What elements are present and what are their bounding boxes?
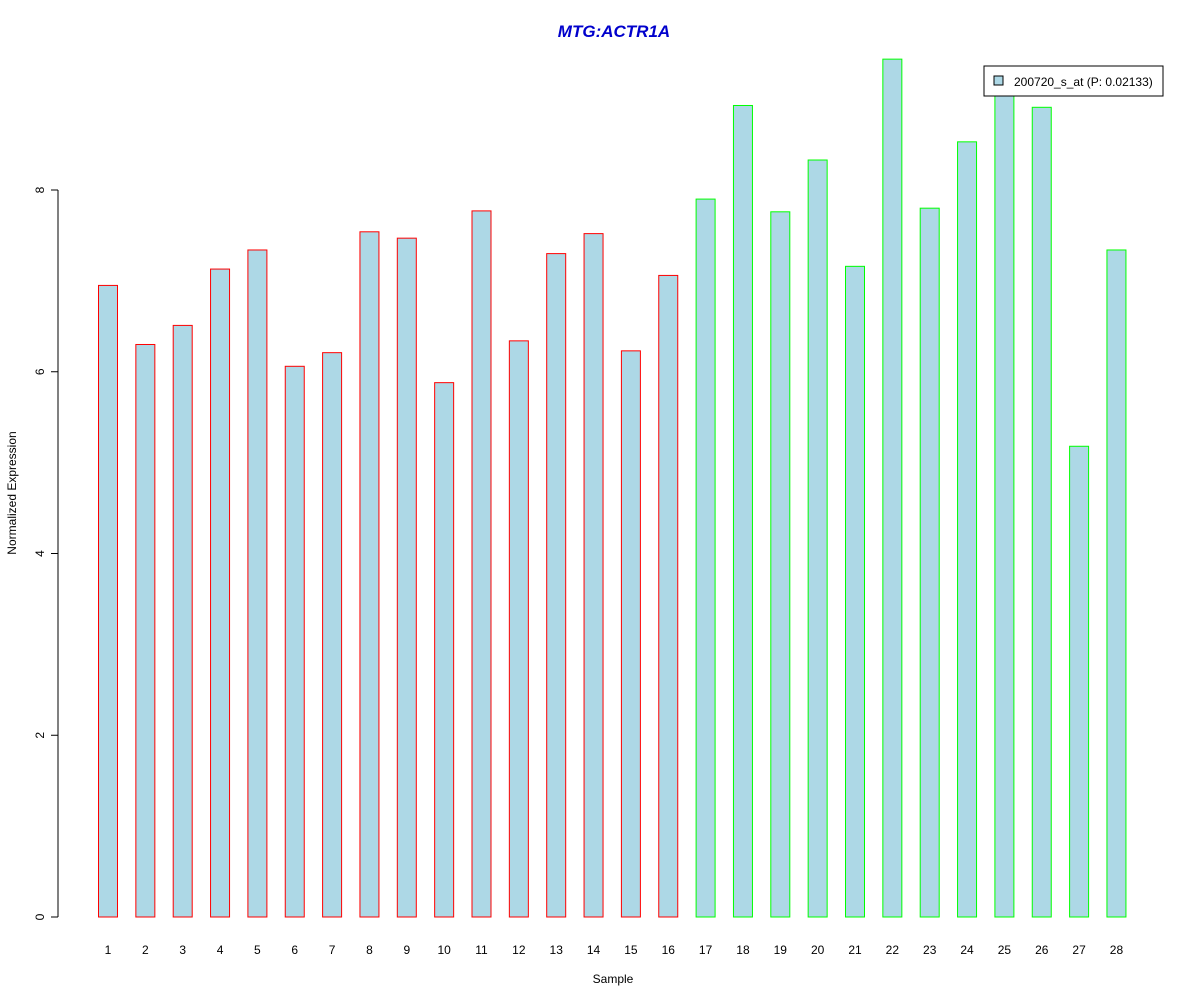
legend-swatch xyxy=(993,75,1004,86)
x-tick-label: 17 xyxy=(699,943,713,957)
bar-sample-24 xyxy=(957,141,978,918)
x-tick-label: 8 xyxy=(366,943,373,957)
bar-sample-21 xyxy=(845,265,865,918)
x-tick-label: 27 xyxy=(1072,943,1086,957)
y-tick-label: 8 xyxy=(33,186,47,193)
x-tick-label: 1 xyxy=(105,943,112,957)
x-axis-tick-labels: 1 2 3 4 5 6 7 8 9 10 11 12 13 14 15 16 17 18 19 20 21 22 23 24 2… xyxy=(105,943,1124,957)
bar-sample-4 xyxy=(210,268,231,918)
bar-sample-14 xyxy=(583,233,604,918)
bar-sample-18 xyxy=(732,104,753,918)
bar-sample-28 xyxy=(1106,249,1127,918)
x-tick-label: 7 xyxy=(329,943,336,957)
bar-sample-19 xyxy=(770,211,791,918)
x-tick-label: 9 xyxy=(403,943,410,957)
x-tick-label: 20 xyxy=(811,943,825,957)
x-tick-label: 25 xyxy=(998,943,1012,957)
x-tick-label: 2 xyxy=(142,943,149,957)
x-tick-label: 18 xyxy=(736,943,750,957)
bar-sample-8 xyxy=(359,231,380,918)
y-tick-label: 6 xyxy=(33,368,47,375)
bar-sample-23 xyxy=(919,207,940,918)
x-axis-label: Sample xyxy=(593,972,634,986)
x-tick-label: 22 xyxy=(886,943,900,957)
x-tick-label: 12 xyxy=(512,943,526,957)
x-tick-label: 15 xyxy=(624,943,638,957)
bar-sample-10 xyxy=(434,382,455,918)
x-tick-label: 16 xyxy=(662,943,676,957)
bar-sample-6 xyxy=(284,365,305,918)
y-tick-label: 4 xyxy=(33,550,47,557)
bar-sample-3 xyxy=(172,324,193,918)
chart-title: MTG:ACTR1A xyxy=(558,22,670,41)
x-tick-label: 14 xyxy=(587,943,601,957)
bar-sample-17 xyxy=(695,198,716,918)
x-tick-label: 21 xyxy=(848,943,862,957)
y-tick-label: 2 xyxy=(33,732,47,739)
legend-label: 200720_s_at (P: 0.02133) xyxy=(1014,75,1153,89)
bar-sample-9 xyxy=(396,237,417,918)
x-tick-label: 4 xyxy=(217,943,224,957)
x-tick-label: 24 xyxy=(960,943,974,957)
x-tick-label: 3 xyxy=(179,943,186,957)
y-axis-label: Normalized Expression xyxy=(5,431,19,554)
bar-sample-12 xyxy=(508,340,529,918)
bar-sample-20 xyxy=(807,159,828,918)
bar-sample-13 xyxy=(546,253,567,918)
legend-box xyxy=(983,65,1164,97)
x-tick-label: 28 xyxy=(1110,943,1124,957)
bar-sample-16 xyxy=(658,274,679,918)
y-tick-label: 0 xyxy=(33,913,47,920)
bar-sample-2 xyxy=(135,343,156,918)
bar-sample-1 xyxy=(98,284,118,918)
x-tick-label: 10 xyxy=(437,943,451,957)
x-tick-label: 13 xyxy=(550,943,564,957)
x-tick-label: 19 xyxy=(774,943,788,957)
x-tick-label: 11 xyxy=(475,943,488,957)
bar-sample-22 xyxy=(882,58,903,918)
x-tick-label: 26 xyxy=(1035,943,1049,957)
x-tick-label: 23 xyxy=(923,943,937,957)
legend: 200720_s_at (P: 0.02133) xyxy=(983,65,1164,97)
x-tick-label: 6 xyxy=(291,943,298,957)
bar-sample-27 xyxy=(1069,445,1090,918)
bar-sample-11 xyxy=(471,210,492,918)
bar-sample-15 xyxy=(620,350,641,918)
y-axis: 0 2 4 6 8 xyxy=(33,186,59,920)
bar-sample-25 xyxy=(994,90,1015,918)
bar-sample-7 xyxy=(322,352,343,918)
bar-sample-26 xyxy=(1031,106,1052,918)
bar-sample-5 xyxy=(247,249,268,918)
bars xyxy=(98,58,1127,918)
x-tick-label: 5 xyxy=(254,943,261,957)
